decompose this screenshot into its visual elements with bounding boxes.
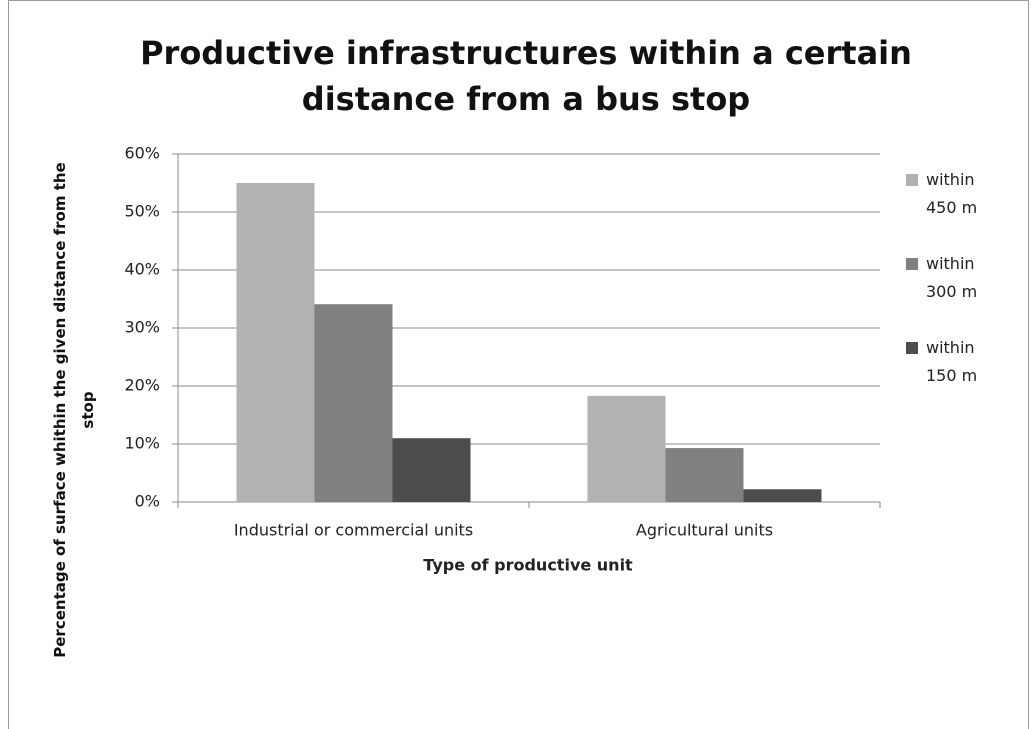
bar (314, 304, 393, 502)
x-tick-label: Industrial or commercial units (234, 521, 473, 540)
y-tick-label: 20% (124, 376, 160, 395)
legend-swatch (906, 258, 918, 270)
y-tick-label: 60% (124, 144, 160, 163)
legend-swatch (906, 342, 918, 354)
frame (8, 0, 1029, 729)
x-axis-label: Type of productive unit (423, 556, 633, 575)
bar (743, 489, 822, 502)
bar (392, 438, 471, 502)
bar (665, 448, 744, 502)
y-axis-label: Percentage of surface whithin the given … (51, 162, 97, 658)
chart-title: Productive infrastructures within a cert… (140, 34, 912, 118)
bar (587, 395, 666, 502)
y-tick-label: 10% (124, 434, 160, 453)
bar (236, 183, 315, 502)
legend-label: within 450 m (926, 170, 978, 217)
x-tick-label: Agricultural units (636, 521, 773, 540)
legend-label: within 150 m (926, 338, 978, 385)
y-tick-label: 0% (135, 492, 160, 511)
y-tick-label: 30% (124, 318, 160, 337)
y-tick-label: 40% (124, 260, 160, 279)
y-tick-label: 50% (124, 202, 160, 221)
legend-label: within 300 m (926, 254, 978, 301)
legend-swatch (906, 174, 918, 186)
